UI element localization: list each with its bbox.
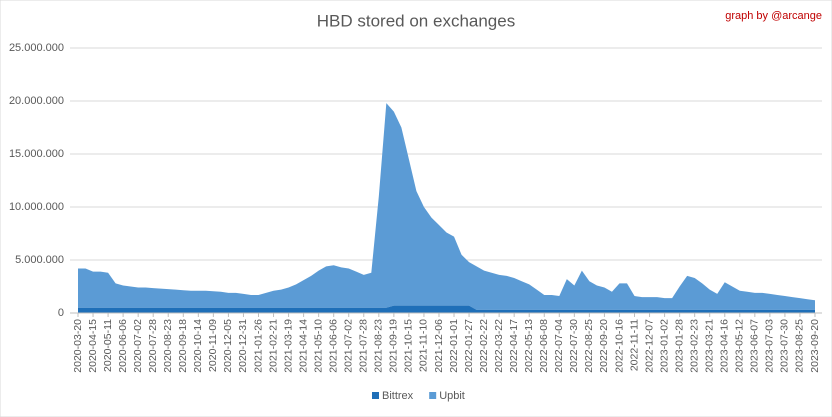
legend-label: Bittrex: [382, 390, 414, 402]
x-tick-label: 2023-01-02: [658, 319, 670, 373]
x-tick-label: 2020-10-14: [192, 319, 204, 373]
y-tick-label: 0: [58, 307, 64, 319]
x-tick-label: 2021-10-15: [403, 319, 415, 373]
x-tick-label: 2022-01-01: [448, 319, 460, 373]
x-tick-label: 2021-12-06: [433, 319, 445, 373]
x-tick-label: 2023-03-21: [703, 319, 715, 373]
x-tick-label: 2022-01-27: [463, 319, 475, 373]
annotation: graph by @arcange: [725, 10, 822, 22]
x-tick-label: 2023-04-16: [719, 319, 731, 373]
x-tick-label: 2021-05-10: [312, 319, 324, 373]
x-tick-label: 2022-07-04: [553, 319, 565, 373]
x-tick-label: 2023-01-28: [673, 319, 685, 373]
x-tick-label: 2023-06-07: [749, 319, 761, 373]
x-tick-label: 2022-10-16: [613, 319, 625, 373]
x-tick-label: 2023-07-03: [764, 319, 776, 373]
y-tick-label: 25.000.000: [9, 42, 64, 54]
y-tick-label: 5.000.000: [15, 254, 64, 266]
x-tick-label: 2023-02-23: [688, 319, 700, 373]
x-tick-label: 2023-09-20: [809, 319, 821, 373]
area: [78, 305, 815, 313]
x-tick-label: 2020-05-11: [102, 319, 114, 372]
x-tick-label: 2023-08-25: [794, 319, 806, 373]
x-tick-label: 2023-07-30: [779, 319, 791, 373]
legend-swatch: [372, 392, 379, 399]
area: [78, 103, 815, 310]
x-tick-label: 2021-04-14: [297, 319, 309, 373]
y-tick-label: 15.000.000: [9, 148, 64, 160]
x-tick-label: 2022-12-07: [643, 319, 655, 373]
y-tick-label: 20.000.000: [9, 95, 64, 107]
x-tick-label: 2020-11-09: [207, 319, 219, 372]
x-tick-label: 2021-02-21: [267, 319, 279, 373]
x-tick-label: 2020-04-15: [87, 319, 99, 373]
x-tick-label: 2022-07-30: [568, 319, 580, 373]
x-tick-label: 2022-03-22: [493, 319, 505, 373]
chart-title: HBD stored on exchanges: [317, 11, 515, 30]
x-tick-label: 2020-03-20: [72, 319, 84, 373]
x-tick-label: 2020-12-05: [222, 319, 234, 373]
x-tick-label: 2022-06-08: [538, 319, 550, 373]
legend-label: Upbit: [439, 390, 465, 402]
x-tick-label: 2021-01-26: [252, 319, 264, 373]
y-tick-label: 10.000.000: [9, 201, 64, 213]
x-tick-label: 2021-11-10: [418, 319, 430, 372]
legend-swatch: [429, 392, 437, 399]
x-tick-label: 2020-09-18: [177, 319, 189, 373]
x-tick-label: 2022-02-22: [478, 319, 490, 373]
x-tick-label: 2022-09-20: [598, 319, 610, 373]
x-tick-label: 2020-12-31: [237, 319, 249, 373]
x-tick-label: 2023-05-12: [734, 319, 746, 373]
x-tick-label: 2021-06-06: [327, 319, 339, 373]
x-tick-label: 2021-07-02: [343, 319, 355, 373]
x-tick-label: 2022-08-25: [583, 319, 595, 373]
x-tick-label: 2022-04-17: [508, 319, 520, 373]
x-tick-label: 2021-03-19: [282, 319, 294, 373]
x-tick-label: 2020-08-23: [162, 319, 174, 373]
x-tick-label: 2022-05-13: [523, 319, 535, 373]
x-tick-label: 2020-06-06: [117, 319, 129, 373]
x-tick-label: 2022-11-11: [628, 319, 640, 371]
x-tick-label: 2021-08-23: [373, 319, 385, 373]
x-tick-label: 2021-07-28: [358, 319, 370, 373]
x-tick-label: 2021-09-19: [388, 319, 400, 373]
x-tick-label: 2020-07-28: [147, 319, 159, 373]
x-tick-label: 2020-07-02: [132, 319, 144, 373]
